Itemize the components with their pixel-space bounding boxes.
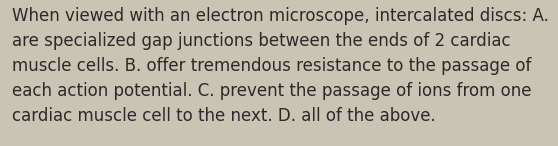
Text: When viewed with an electron microscope, intercalated discs: A.
are specialized : When viewed with an electron microscope,… xyxy=(12,7,549,125)
